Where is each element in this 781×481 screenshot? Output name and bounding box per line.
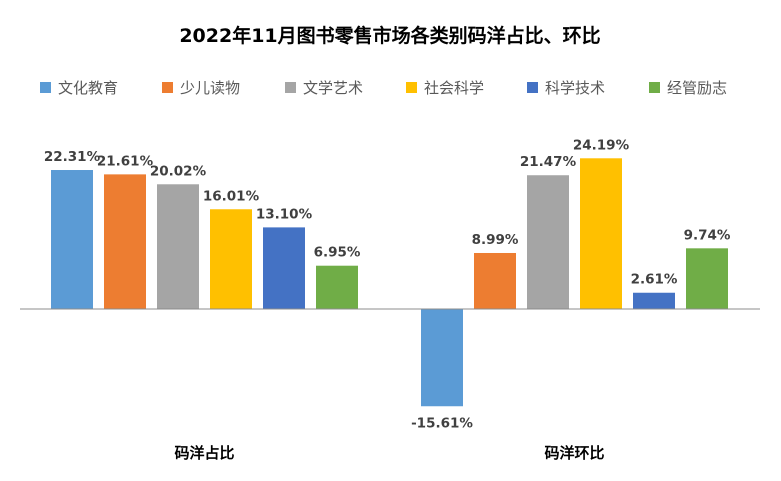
data-label: 21.47% <box>520 154 577 170</box>
data-label: 8.99% <box>472 232 519 248</box>
data-label: 21.61% <box>97 153 154 169</box>
category-labels: 码洋占比 码洋环比 <box>174 444 604 462</box>
legend-swatch <box>406 82 417 93</box>
legend-swatch <box>162 82 173 93</box>
bar <box>263 227 305 309</box>
bar <box>527 175 569 309</box>
bar <box>210 209 252 309</box>
legend-label: 文化教育 <box>58 79 118 97</box>
legend-label: 经管励志 <box>667 79 727 97</box>
category-label: 码洋占比 <box>174 444 234 462</box>
bar <box>316 265 358 309</box>
data-label: 22.31% <box>44 149 101 165</box>
legend-label: 社会科学 <box>424 79 484 97</box>
bar <box>421 309 463 407</box>
legend-swatch <box>649 82 660 93</box>
bar <box>51 170 93 309</box>
data-label: 16.01% <box>203 188 260 204</box>
data-label: 9.74% <box>684 227 731 243</box>
bar <box>474 252 516 309</box>
legend: 文化教育 少儿读物 文学艺术 社会科学 科学技术 经管励志 <box>40 79 727 97</box>
legend-swatch <box>527 82 538 93</box>
data-label: 24.19% <box>573 137 630 153</box>
data-label: 2.61% <box>631 272 678 288</box>
legend-label: 科学技术 <box>545 79 605 97</box>
legend-label: 文学艺术 <box>303 79 363 97</box>
bar <box>580 158 622 309</box>
bar <box>686 248 728 309</box>
data-label: 13.10% <box>256 206 313 222</box>
legend-swatch <box>285 82 296 93</box>
data-label: -15.61% <box>411 415 473 431</box>
bar <box>633 292 675 309</box>
bar <box>157 184 199 309</box>
legend-swatch <box>40 82 51 93</box>
bars: 22.31%21.61%20.02% 16.01% 13.10% 6.95% -15.6… <box>44 137 731 431</box>
data-label: 6.95% <box>314 245 361 261</box>
legend-label: 少儿读物 <box>180 79 240 97</box>
data-label: 20.02% <box>150 163 207 179</box>
chart-title: 2022年11月图书零售市场各类别码洋占比、环比 <box>179 24 600 47</box>
bar <box>104 174 146 309</box>
category-label: 码洋环比 <box>544 444 604 462</box>
